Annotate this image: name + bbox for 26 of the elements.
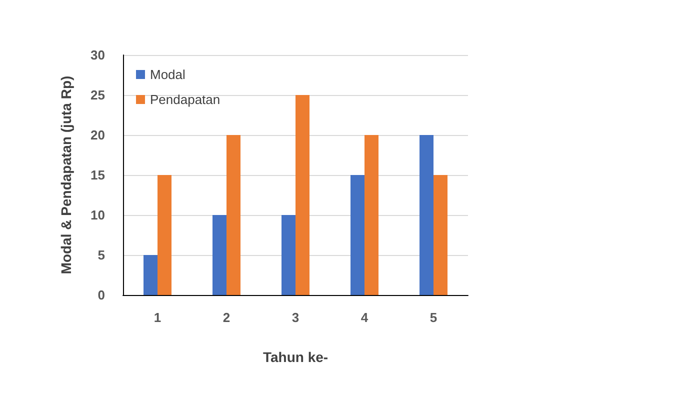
bar	[158, 175, 172, 295]
y-tick-label: 10	[90, 208, 105, 222]
bar	[144, 255, 158, 295]
y-tick-label: 0	[98, 288, 105, 302]
x-tick-label: 2	[222, 310, 230, 325]
bar	[434, 175, 448, 295]
bar	[350, 175, 364, 295]
bar	[364, 135, 378, 295]
x-axis-title: Tahun ke-	[262, 349, 328, 365]
y-tick-label: 25	[90, 88, 105, 102]
legend-label: Pendapatan	[150, 92, 220, 107]
bar	[212, 215, 226, 295]
y-tick-label: 30	[90, 48, 105, 62]
y-tick-label: 5	[98, 248, 105, 262]
legend-label: Modal	[150, 67, 186, 82]
x-tick-label: 4	[360, 310, 369, 325]
bar	[282, 215, 296, 295]
x-tick-label: 1	[154, 310, 162, 325]
bar	[296, 95, 310, 295]
bar	[226, 135, 240, 295]
y-tick-label: 20	[90, 128, 105, 142]
y-axis-title: Modal & Pendapatan (juta Rp)	[58, 76, 74, 274]
y-tick-label: 15	[90, 168, 105, 182]
x-tick-label: 5	[430, 310, 438, 325]
x-tick-label: 3	[292, 310, 300, 325]
bar	[420, 135, 434, 295]
